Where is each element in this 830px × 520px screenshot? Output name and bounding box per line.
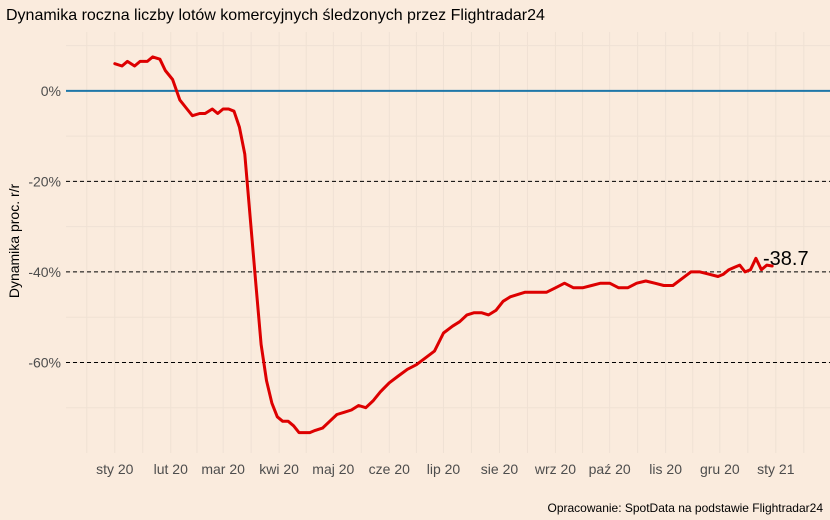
x-tick-label: lut 20	[154, 461, 188, 477]
grid	[66, 32, 830, 453]
x-tick-label: lip 20	[427, 461, 461, 477]
reference-lines	[66, 89, 830, 363]
x-tick-label: sie 20	[481, 461, 519, 477]
x-tick-label: gru 20	[700, 461, 740, 477]
caption: Opracowanie: SpotData na podstawie Fligh…	[548, 501, 824, 515]
x-tick-label: sty 21	[757, 461, 795, 477]
x-tick-label: wrz 20	[534, 461, 576, 477]
y-axis-ticks: 0% -20% -40% -60%	[28, 83, 61, 371]
x-axis-ticks: sty 20 lut 20 mar 20 kwi 20 maj 20 cze 20 lip …	[96, 461, 795, 477]
end-value-label: -38.7	[763, 248, 809, 270]
x-tick-label: sty 20	[96, 461, 134, 477]
y-tick-label: -60%	[28, 354, 61, 370]
x-tick-label: maj 20	[312, 461, 354, 477]
series-line	[113, 55, 774, 435]
y-tick-label: -40%	[28, 264, 61, 280]
y-tick-label: -20%	[28, 173, 61, 189]
x-tick-label: mar 20	[201, 461, 245, 477]
chart-title: Dynamika roczna liczby lotów komercyjnyc…	[6, 7, 545, 24]
x-tick-label: lis 20	[649, 461, 682, 477]
x-tick-label: cze 20	[369, 461, 410, 477]
y-axis-title: Dynamika proc. r/r	[6, 183, 22, 298]
x-tick-label: kwi 20	[259, 461, 299, 477]
y-tick-label: 0%	[41, 83, 61, 99]
x-tick-label: paź 20	[589, 461, 631, 477]
